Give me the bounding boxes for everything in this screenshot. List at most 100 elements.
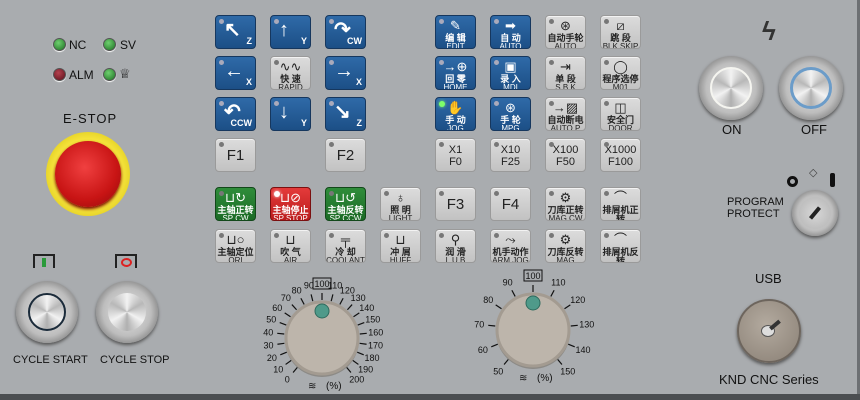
jog-x-minus-button[interactable]: ← X — [215, 56, 256, 90]
auto-mpg-icon: ⊛ — [560, 18, 571, 33]
button-label: X100 F50 — [546, 144, 585, 168]
door-button[interactable]: ◫ 安全门 DOOR — [600, 97, 641, 131]
program-protect-key-switch[interactable] — [792, 190, 838, 236]
button-label-cn: 刀库正转 — [547, 205, 584, 215]
light-button[interactable]: ♁ 照 明 LIGHT — [380, 187, 421, 221]
sp-cw-button[interactable]: ⊔↻ 主轴正转 SP CW — [215, 187, 256, 221]
button-label-cn: 程序选停 — [602, 74, 639, 84]
mpg-button[interactable]: ⊛ 手 轮 MPG — [490, 97, 531, 131]
chip-cw-button[interactable]: ⌒排屑机正转CHIP CW — [600, 187, 641, 221]
huff-icon: ⊔ — [395, 232, 406, 247]
spindle-ccw-button[interactable]: ↶ CCW — [215, 97, 256, 131]
f3-button[interactable]: F3 — [435, 187, 476, 221]
power-off-label: OFF — [801, 122, 827, 137]
m01-icon: ◯ — [613, 59, 628, 74]
jog-button[interactable]: ✋ 手 动 JOG — [435, 97, 476, 131]
dial-tick-label: 140 — [576, 345, 591, 355]
cycle-stop-button[interactable] — [96, 281, 158, 343]
chip-ccw-button[interactable]: ⌒排屑机反转CHIP CCW — [600, 229, 641, 263]
jog-z-minus-button[interactable]: ↘ Z — [325, 97, 366, 131]
dial-tick-label: 100 — [525, 271, 540, 281]
dial-unit-label: (%) — [537, 373, 553, 384]
button-led — [549, 60, 554, 65]
button-led — [219, 19, 224, 24]
jog-y-plus-button[interactable]: ↑ Y — [270, 15, 311, 49]
sp-ccw-button[interactable]: ⊔↺ 主轴反转 SP CCW — [325, 187, 366, 221]
mdi-button[interactable]: ▣ 录 入 MDI — [490, 56, 531, 90]
dial-tick-label: 20 — [267, 353, 277, 363]
dial-tick-label: 110 — [328, 281, 342, 291]
rate-label: F0 — [449, 156, 462, 168]
button-led — [329, 191, 334, 196]
estop-button[interactable] — [46, 132, 130, 216]
mag-cw-button[interactable]: ⚙ 刀库正转 MAG CW — [545, 187, 586, 221]
dial-knob[interactable] — [284, 300, 360, 376]
f1-button[interactable]: F1 — [215, 138, 256, 172]
arm-jog-button[interactable]: ⤳ 机手动作 ARM JOG — [490, 229, 531, 263]
usb-port-cover[interactable] — [737, 299, 801, 363]
blk-skip-button[interactable]: ⧄ 跳 段 BLK SKIP — [600, 15, 641, 49]
dial-tick — [300, 297, 305, 305]
sp-stop-button[interactable]: ⊔⊘ 主轴停止 SP STOP — [270, 187, 311, 221]
dial-pointer — [314, 303, 330, 319]
button-led — [219, 60, 224, 65]
spindle-override-dial[interactable]: 50 60 70 80 90 100 110 120 130 140 150 (%) ≋ — [474, 269, 594, 384]
dial-tick — [277, 342, 285, 345]
arrow-icon: ↓ — [279, 101, 289, 123]
button-label-en: ARM JOG — [492, 256, 529, 263]
edit-button[interactable]: ✎ 编 辑 EDIT — [435, 15, 476, 49]
button-label-en: LIGHT — [388, 214, 413, 221]
power-on-label: ON — [722, 122, 742, 137]
button-led — [549, 101, 554, 106]
x100-f50-button[interactable]: X100 F50 — [545, 138, 586, 172]
button-label-cn: 安全门 — [606, 115, 634, 125]
dial-tick — [352, 359, 359, 365]
cycle-start-button[interactable] — [16, 281, 78, 343]
dial-tick-label: 50 — [266, 315, 276, 325]
auto-button[interactable]: ➡ 自 动 AUTO — [490, 15, 531, 49]
spindle-cw-button[interactable]: ↷ CW — [325, 15, 366, 49]
feed-override-icon: ≋ — [308, 381, 316, 392]
coolant-button[interactable]: ╤ 冷 却 COOLANT — [325, 229, 366, 263]
current-value-box — [312, 277, 332, 290]
ori-icon: ⊔○ — [226, 232, 245, 247]
jog-y-minus-button[interactable]: ↓ Y — [270, 97, 311, 131]
button-label-cn: 录 入 — [500, 74, 521, 84]
x1000-f100-button[interactable]: X1000 F100 — [600, 138, 641, 172]
f2-button[interactable]: F2 — [325, 138, 366, 172]
x1-f0-button[interactable]: X1 F0 — [435, 138, 476, 172]
multiplier-label: X1 — [448, 144, 463, 156]
f4-button[interactable]: F4 — [490, 187, 531, 221]
jog-icon: ✋ — [447, 100, 464, 115]
ori-button[interactable]: ⊔○ 主轴定位 ORI — [215, 229, 256, 263]
button-led — [329, 60, 334, 65]
dial-tick-label: 60 — [272, 303, 282, 313]
button-label-cn: 编 辑 — [445, 33, 466, 43]
dial-tick — [357, 351, 364, 356]
home-button[interactable]: →⊕ 回 零 HOME — [435, 56, 476, 90]
jog-z-plus-button[interactable]: ↖ Z — [215, 15, 256, 49]
dial-tick — [359, 342, 367, 345]
power-off-button[interactable] — [779, 56, 843, 120]
dial-knob[interactable] — [495, 292, 571, 368]
button-label-en: AUTO P OFF — [550, 124, 581, 131]
m01-button[interactable]: ◯ 程序选停 M01 — [600, 56, 641, 90]
dial-tick-label: 120 — [340, 285, 355, 295]
rapid-button[interactable]: ∿∿ 快 速 RAPID — [270, 56, 311, 90]
jog-x-plus-button[interactable]: → X — [325, 56, 366, 90]
cycle-start-label: CYCLE START — [13, 354, 88, 366]
button-label-en: MPG — [501, 124, 520, 131]
huff-button[interactable]: ⊔ 冲 屑 HUFF — [380, 229, 421, 263]
dial-tick — [277, 332, 285, 335]
dial-tick — [339, 297, 344, 305]
power-on-button[interactable] — [699, 56, 763, 120]
x10-f25-button[interactable]: X10 F25 — [490, 138, 531, 172]
button-label-en: JOG — [447, 124, 464, 131]
